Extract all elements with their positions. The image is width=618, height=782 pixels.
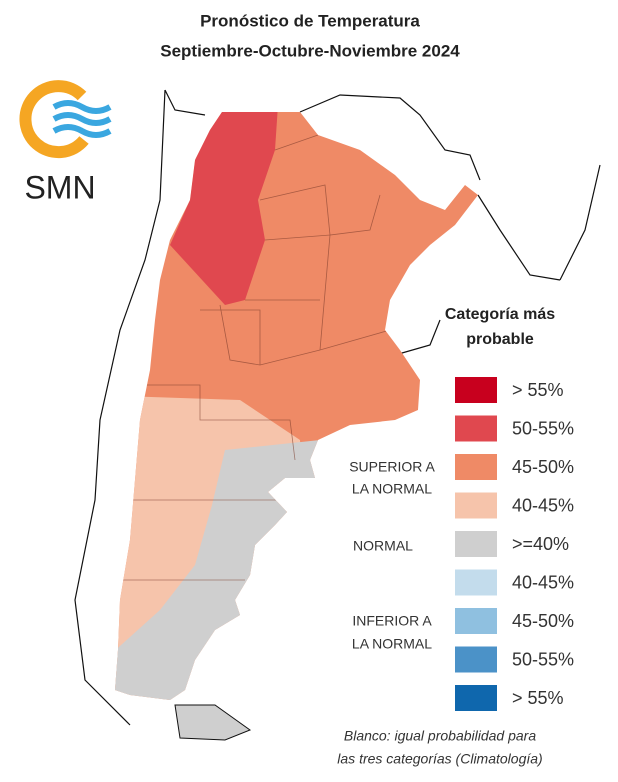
legend-swatch bbox=[455, 454, 497, 480]
legend-swatch bbox=[455, 415, 497, 442]
legend-label: > 55% bbox=[512, 380, 564, 400]
logo-wave bbox=[52, 124, 112, 138]
title: Septiembre-Octubre-Noviembre 2024 bbox=[160, 41, 460, 60]
legend-group: LA NORMAL bbox=[352, 481, 432, 497]
border bbox=[299, 94, 481, 181]
legend-label: 45-50% bbox=[512, 457, 574, 477]
legend-swatch bbox=[455, 377, 497, 403]
logo: SMN bbox=[19, 80, 112, 205]
legend-swatch bbox=[455, 492, 497, 519]
border bbox=[164, 89, 206, 116]
legend-label: > 55% bbox=[512, 688, 564, 708]
tierra-del-fuego bbox=[174, 704, 252, 741]
legend-group: LA NORMAL bbox=[352, 636, 432, 652]
legend-title: Categoría más bbox=[445, 306, 555, 323]
logo-ring bbox=[19, 80, 89, 159]
legend-label: 50-55% bbox=[512, 418, 574, 438]
legend-label: 50-55% bbox=[512, 649, 574, 669]
legend-label: 45-50% bbox=[512, 611, 574, 631]
border bbox=[394, 194, 561, 356]
title: Pronóstico de Temperatura bbox=[200, 11, 420, 30]
logo-text: SMN bbox=[24, 169, 95, 205]
footnote: Blanco: igual probabilidad para bbox=[344, 728, 536, 744]
legend-swatch bbox=[455, 646, 497, 673]
legend-title: probable bbox=[466, 331, 534, 348]
legend-group: NORMAL bbox=[353, 538, 413, 554]
legend-label: 40-45% bbox=[512, 572, 574, 592]
legend-label: 40-45% bbox=[512, 495, 574, 515]
logo-wave bbox=[52, 112, 112, 126]
footnote: las tres categorías (Climatología) bbox=[337, 751, 542, 767]
legend-swatch bbox=[455, 569, 497, 596]
legend-label: >=40% bbox=[512, 534, 569, 554]
legend: > 55% 50-55% 45-50% 40-45% >=40% 40-45% 45-50%… bbox=[349, 377, 574, 711]
logo-wave bbox=[52, 100, 112, 114]
legend-group: INFERIOR A bbox=[352, 613, 432, 629]
legend-swatch bbox=[455, 608, 497, 634]
legend-swatch bbox=[455, 531, 497, 557]
legend-group: SUPERIOR A bbox=[349, 459, 435, 475]
chile-coast bbox=[74, 89, 166, 726]
coast bbox=[559, 164, 601, 281]
legend-swatch bbox=[455, 685, 497, 711]
